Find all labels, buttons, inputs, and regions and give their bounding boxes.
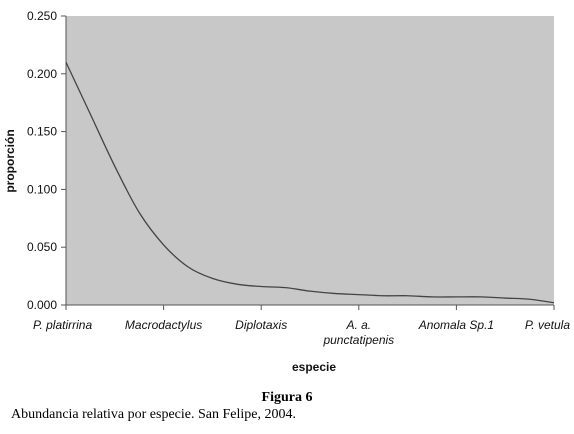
y-axis-ticks: 0.000 0.050 0.100 0.150 0.200 0.250	[27, 9, 66, 312]
x-tick-label: P. platirrina	[33, 318, 92, 332]
x-tick-label: P. vetula	[525, 318, 570, 332]
plot-area	[66, 16, 554, 305]
figure-caption: Abundancia relativa por especie. San Fel…	[11, 407, 296, 422]
x-axis-title: especie	[292, 360, 336, 374]
x-tick-label: Diplotaxis	[235, 318, 287, 332]
figure-label: Figura 6	[261, 390, 313, 405]
series-line	[65, 61, 555, 304]
y-tick-label: 0.250	[27, 9, 57, 23]
y-tick-label: 0.200	[27, 67, 57, 81]
x-tick-label: Macrodactylus	[125, 318, 202, 332]
y-tick-label: 0.000	[27, 298, 57, 312]
y-tick-label: 0.150	[27, 125, 57, 139]
x-tick-label: Anomala Sp.1	[418, 318, 494, 332]
y-axis-title: proporción	[3, 129, 17, 192]
y-tick-label: 0.050	[27, 240, 57, 254]
x-axis-ticks: P. platirrina Macrodactylus Diplotaxis A. a…	[33, 305, 570, 347]
x-tick-label: A. a. punctatipenis	[322, 318, 394, 347]
y-tick-label: 0.100	[27, 182, 57, 196]
